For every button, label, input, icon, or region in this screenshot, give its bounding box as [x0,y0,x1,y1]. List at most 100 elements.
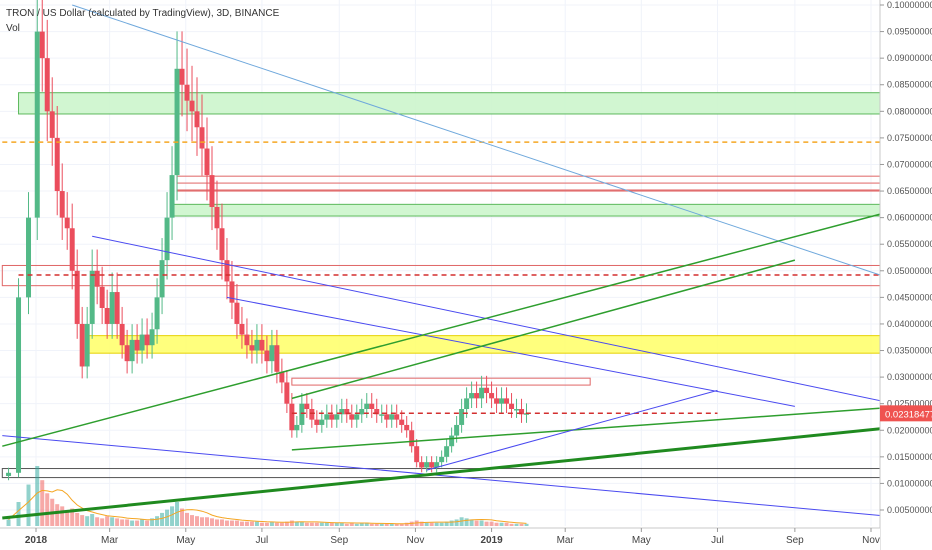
volume-bar [274,522,279,526]
symbol-line: TRON / US Dollar (calculated by TradingV… [6,8,280,19]
candle-body [304,403,310,409]
candle-body [264,350,270,362]
volume-bar [439,522,444,526]
candle-body [359,409,365,415]
volume-bar [229,520,234,526]
volume-bar [359,522,364,526]
volume-bar [334,522,339,526]
volume-bar [329,522,334,526]
candle-body [89,270,95,324]
price-tick-label: 0.07000000 [887,159,932,169]
time-tick-label: Nov [407,535,425,546]
volume-bar [399,523,404,526]
candle-body [44,58,50,112]
volume-bar [499,522,504,526]
volume-bar [444,521,449,526]
trend-line-blue [2,435,908,519]
time-tick-label: Jul [256,535,269,546]
price-tick-label: 0.04500000 [887,292,932,302]
candle-body [34,31,40,218]
volume-bar [175,502,180,526]
price-tick-label: 0.00500000 [887,505,932,515]
price-tick-label: 0.09000000 [887,53,932,63]
candle-body [469,393,475,399]
trend-line-blue [426,389,718,471]
candle-body [59,191,65,218]
volume-bar [26,484,31,526]
candle-body [209,175,215,207]
candle-body [499,398,505,404]
volume-bar [224,520,229,526]
price-tick-label: 0.06500000 [887,186,932,196]
candle-body [369,403,375,409]
trend-line-green_thick [2,424,908,520]
volume-bar [244,521,249,526]
volume-bar [319,522,324,526]
candle-body [459,409,465,425]
candle-body [319,419,325,425]
candle-body [16,297,22,473]
candle-body [404,424,410,431]
volume-bar [424,522,429,526]
volume-bar [464,518,469,526]
candle-body [299,403,305,425]
candle-body [154,297,160,330]
candle-body [204,148,210,176]
volume-bar [115,518,120,526]
price-tick-label: 0.01000000 [887,478,932,488]
candle-body [444,446,450,457]
candle-body [429,462,435,468]
volume-bar [239,521,244,526]
time-tick-label: 2019 [480,535,503,546]
price-tick-label: 0.05500000 [887,239,932,249]
volume-bar [249,521,254,526]
volume-bar [105,516,110,526]
volume-bar [519,523,524,526]
time-tick-label: 2018 [25,535,48,546]
candle-body [139,334,145,351]
volume-bar [269,521,274,526]
candle-body [114,292,120,324]
time-tick-label: Mar [101,535,119,546]
candle-body [74,270,80,324]
volume-bar [279,522,284,526]
volume-bar [369,523,374,526]
volume-bar [254,521,259,526]
volume-bar [130,520,135,526]
candle-body [374,409,380,415]
trend-line-green [291,405,908,451]
volume-bar [364,522,369,526]
trend-line-light_blue [72,4,908,285]
volume-bar [100,518,105,526]
candle-body [254,339,260,351]
volume-bar [324,522,329,526]
candle-body [26,217,32,298]
volume-bar [309,522,314,526]
volume-bar [449,520,454,526]
candle-body [354,414,360,420]
volume-bar [524,523,529,526]
volume-bar [379,523,384,526]
candle-body [169,175,175,218]
volume-bar [459,517,464,526]
volume-bar [185,512,190,526]
candle-body [339,409,345,415]
candle-body [449,435,455,447]
volume-bar [344,523,349,526]
candle-body [504,398,510,404]
volume-bar [234,520,239,526]
price-tick-label: 0.02500000 [887,399,932,409]
volume-bar [180,508,185,526]
candle-body [219,228,225,261]
volume-bar [55,504,60,526]
volume-bar [135,520,140,526]
candle-layer [6,0,530,481]
time-tick-label: Nov [862,535,880,546]
trend-line-blue [92,235,908,407]
zone-yellow [86,335,881,354]
candle-body [179,68,185,85]
volume-bar [504,522,509,526]
